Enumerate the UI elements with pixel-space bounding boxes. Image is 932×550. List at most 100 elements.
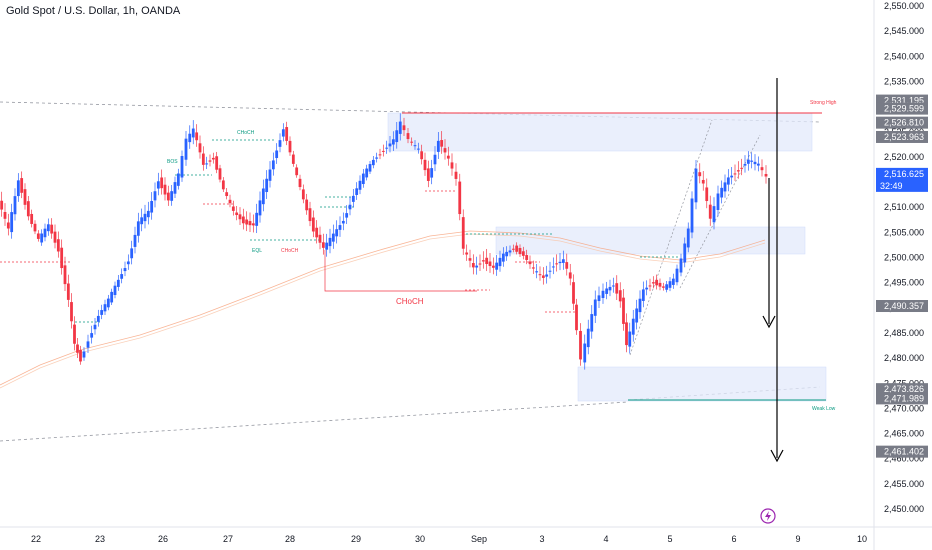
candle-body (481, 260, 485, 262)
candle-body (173, 182, 177, 194)
candle-body (645, 287, 649, 290)
time-tick-label: 10 (857, 534, 867, 544)
candle-body (365, 168, 369, 178)
time-tick-label: 5 (667, 534, 672, 544)
price-tag (876, 102, 928, 115)
time-tick-label: 29 (351, 534, 361, 544)
candle-body (261, 188, 265, 205)
candle-body (705, 187, 709, 202)
candle-body (753, 161, 757, 165)
candle-body (420, 151, 424, 160)
price-tag-label: 2,529.599 (884, 104, 924, 114)
price-tick-label: 2,465.000 (884, 429, 924, 439)
candle-body (468, 258, 472, 261)
candle-body (225, 192, 229, 197)
candle-body (73, 324, 76, 344)
candle-body (63, 265, 67, 285)
candle-body (446, 155, 450, 159)
candle-body (686, 228, 690, 248)
candle-body (120, 274, 124, 279)
lower-trendline (0, 401, 629, 442)
candle-body (423, 159, 427, 171)
price-tick-label: 2,470.000 (884, 403, 924, 413)
candle-body (638, 298, 642, 313)
candle-body (538, 274, 542, 276)
candle-body (345, 213, 349, 218)
candle-body (708, 204, 712, 219)
price-tick-label: 2,505.000 (884, 227, 924, 237)
candle-body (184, 138, 188, 160)
candle-body (521, 251, 525, 256)
candle-body (160, 177, 164, 189)
candle-body (395, 130, 399, 143)
lightning-logo-icon[interactable] (760, 508, 776, 524)
candle-body (528, 261, 532, 265)
candle-body (690, 198, 694, 233)
candle-body (665, 284, 669, 290)
candle-body (228, 199, 232, 204)
candle-body (641, 289, 645, 301)
price-tick-label: 2,460.000 (884, 454, 924, 464)
candle-body (508, 250, 512, 253)
candle-body (79, 350, 82, 362)
candle-body (288, 140, 292, 153)
candle-body (568, 272, 572, 279)
candle-body (495, 262, 499, 270)
candle-body (140, 217, 144, 225)
candle-body (3, 211, 7, 219)
candle-body (701, 179, 705, 184)
candle-body (6, 222, 10, 229)
mid-zone (495, 226, 806, 255)
candle-body (176, 173, 180, 186)
rising-channel-upper (629, 119, 713, 356)
candlestick-series (0, 113, 768, 370)
candle-body (661, 286, 665, 288)
candle-body (535, 271, 539, 273)
candle-body (608, 286, 612, 291)
candle-body (475, 265, 479, 268)
candle-body (26, 201, 30, 217)
price-tick-label: 2,450.000 (884, 504, 924, 514)
candle-body (328, 237, 332, 247)
candle-body (675, 268, 679, 283)
price-tick-label: 2,540.000 (884, 51, 924, 61)
candle-body (694, 168, 698, 203)
candle-body (625, 322, 628, 346)
candle-body (16, 180, 20, 197)
candle-body (195, 132, 199, 141)
candle-body (46, 224, 50, 232)
candle-body (40, 233, 44, 243)
candle-body (301, 189, 305, 200)
candle-body (90, 333, 94, 338)
candle-body (13, 196, 17, 215)
candle-body (20, 178, 24, 193)
candle-body (191, 128, 195, 138)
candle-body (355, 188, 359, 195)
candle-body (450, 162, 454, 169)
price-tag (876, 167, 928, 192)
moving-average-line-2 (0, 233, 766, 389)
price-tick-label: 2,510.000 (884, 202, 924, 212)
candle-body (146, 210, 150, 218)
candle-body (30, 213, 34, 224)
candle-body (156, 181, 160, 189)
price-tag (876, 383, 928, 396)
candle-body (733, 173, 737, 175)
candle-body (658, 282, 662, 287)
candle-body (375, 157, 379, 159)
price-tag (876, 300, 928, 313)
candle-body (416, 148, 420, 150)
projection-arrow-short-head (762, 315, 776, 329)
candle-body (241, 216, 245, 224)
candle-body (331, 233, 335, 242)
price-tag-label: 2,523.963 (884, 132, 924, 142)
candle-body (321, 242, 325, 248)
candle-body (648, 285, 652, 287)
candle-body (258, 200, 262, 216)
candle-body (268, 169, 272, 181)
candle-body (378, 154, 382, 156)
choch-structure-line (324, 250, 477, 292)
candle-body (628, 331, 632, 347)
candle-body (622, 297, 625, 324)
